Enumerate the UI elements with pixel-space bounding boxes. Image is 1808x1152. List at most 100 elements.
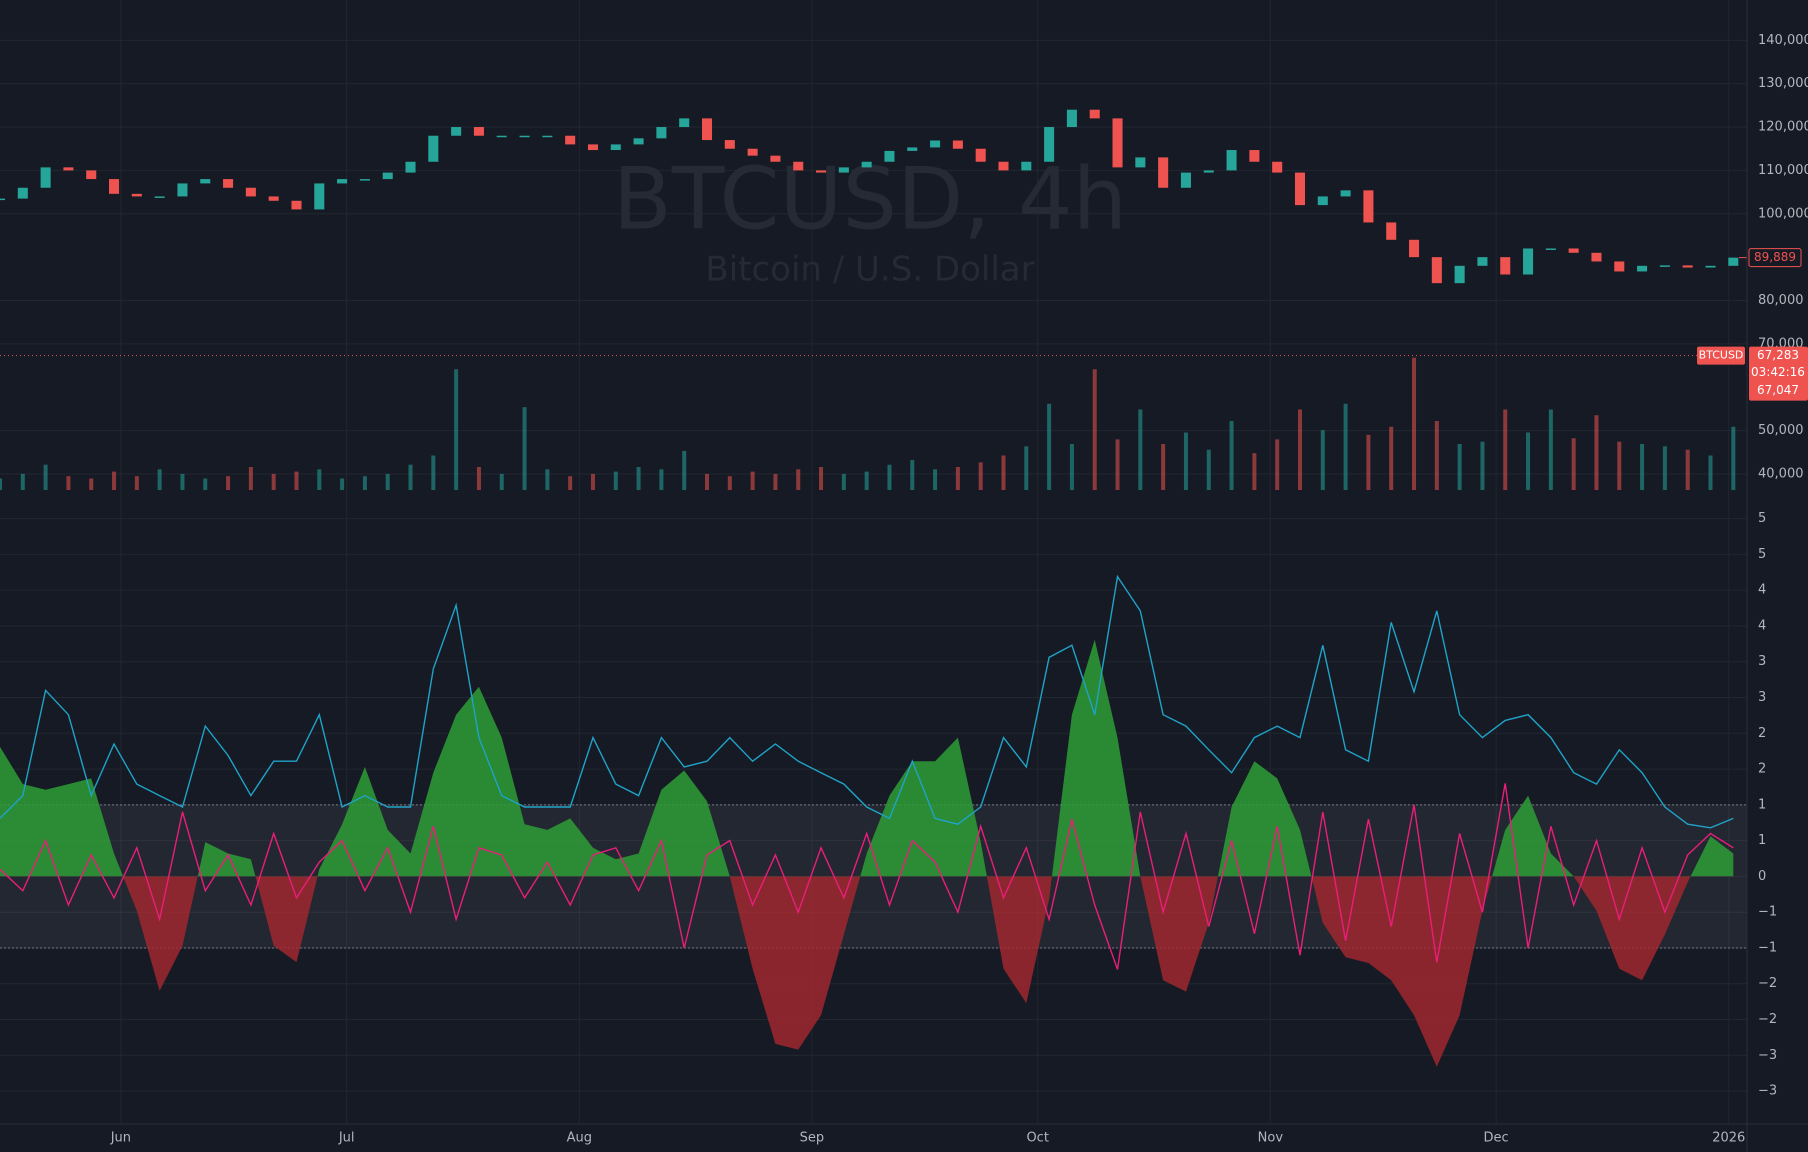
- candle: [1180, 172, 1191, 188]
- volume-bar: [1001, 455, 1006, 490]
- volume-bar: [294, 471, 299, 490]
- volume-bar: [864, 471, 869, 490]
- candle: [451, 127, 462, 136]
- y-tick-label: 5: [1758, 547, 1766, 562]
- candle: [268, 196, 279, 201]
- candle: [154, 196, 165, 198]
- candle: [770, 155, 781, 162]
- y-tick-label: −1: [1758, 940, 1777, 955]
- volume-bar: [1161, 444, 1166, 490]
- candle: [1021, 161, 1032, 171]
- volume-bar: [317, 469, 322, 490]
- candle: [382, 172, 393, 180]
- volume-bar: [20, 473, 25, 490]
- volume-bar: [1685, 449, 1690, 490]
- low-label: 67,047: [1757, 383, 1799, 397]
- candle: [291, 200, 302, 210]
- volume-bar: [385, 473, 390, 490]
- volume-bar: [933, 469, 938, 490]
- volume-bar: [1275, 439, 1280, 490]
- candle: [473, 127, 484, 136]
- volume-bar: [248, 467, 253, 490]
- volume-bar: [545, 469, 550, 490]
- volume-bar: [1708, 455, 1713, 490]
- candle: [1454, 265, 1465, 284]
- candle: [1591, 252, 1602, 262]
- y-tick-label: 100,000: [1758, 206, 1808, 221]
- volume-bar: [750, 471, 755, 490]
- volume-bar: [1571, 438, 1576, 490]
- y-tick-label: 5: [1758, 511, 1766, 526]
- marker-tags: BTCUSD 67,283 03:42:16 67,047: [1697, 346, 1808, 401]
- volume-bar: [1617, 441, 1622, 490]
- y-tick-label: −3: [1758, 1048, 1777, 1063]
- candle: [1294, 172, 1306, 206]
- candle: [1523, 248, 1534, 275]
- last-price-label: 89,889: [1754, 250, 1796, 264]
- candle: [679, 118, 690, 128]
- candle: [1637, 265, 1648, 272]
- y-tick-label: 140,000: [1758, 33, 1808, 48]
- y-tick-label: 0: [1758, 869, 1766, 884]
- candle: [1112, 118, 1123, 168]
- candle: [952, 140, 963, 149]
- volume-bar: [978, 462, 983, 490]
- candle: [838, 167, 849, 173]
- volume-bar: [43, 464, 48, 490]
- candle: [17, 187, 28, 199]
- candle: [40, 167, 51, 188]
- volume-bar: [613, 471, 618, 490]
- volume-bar: [636, 467, 641, 490]
- y-tick-label: 40,000: [1758, 466, 1804, 481]
- volume-bar: [89, 478, 94, 490]
- volume-bar: [454, 369, 459, 490]
- marks: [0, 109, 1747, 1067]
- volume-bar: [1412, 357, 1417, 490]
- candle: [1135, 157, 1146, 168]
- area-negative: [0, 876, 1734, 1067]
- candle: [131, 193, 142, 197]
- y-tick-label: 2: [1758, 762, 1766, 777]
- candle: [975, 148, 986, 162]
- volume-bar: [340, 478, 345, 490]
- volume-bar: [1069, 444, 1074, 490]
- candle: [998, 161, 1009, 171]
- y-tick-label: 110,000: [1758, 163, 1808, 178]
- candle: [1158, 157, 1169, 188]
- candle: [1226, 150, 1237, 171]
- symbol-tag: [1697, 346, 1745, 365]
- candle: [1066, 109, 1077, 128]
- volume-bar: [408, 464, 413, 490]
- y-tick-label: 1: [1758, 797, 1766, 812]
- volume-bar: [0, 478, 2, 490]
- candle: [930, 140, 941, 148]
- marker-tag: [1749, 346, 1808, 401]
- candle: [1317, 196, 1328, 206]
- candle: [0, 198, 6, 201]
- volume-bar: [499, 473, 504, 490]
- candle: [1705, 265, 1716, 268]
- candle: [633, 138, 644, 145]
- volume-bar: [1731, 426, 1736, 490]
- volume-bar: [1047, 403, 1052, 490]
- volume-bar: [1457, 444, 1462, 490]
- labels: Jun Jul Aug Sep Oct Nov Dec 2026140,000130,0001…: [110, 33, 1808, 1146]
- candle: [86, 170, 97, 180]
- candle: [907, 147, 918, 151]
- candle: [1568, 248, 1579, 253]
- candle: [565, 135, 576, 145]
- candle: [587, 144, 598, 151]
- volume-bar: [134, 476, 139, 490]
- x-tick-label: Jul: [338, 1131, 355, 1146]
- volume-bar: [1548, 409, 1553, 490]
- y-tick-label: 130,000: [1758, 76, 1808, 91]
- volume-bar: [1526, 432, 1531, 490]
- volume-bar: [568, 476, 573, 490]
- volume-bar: [180, 473, 185, 490]
- y-tick-label: −2: [1758, 976, 1777, 991]
- volume-bar: [157, 469, 162, 490]
- candle: [428, 135, 439, 162]
- volume-bar: [887, 464, 892, 490]
